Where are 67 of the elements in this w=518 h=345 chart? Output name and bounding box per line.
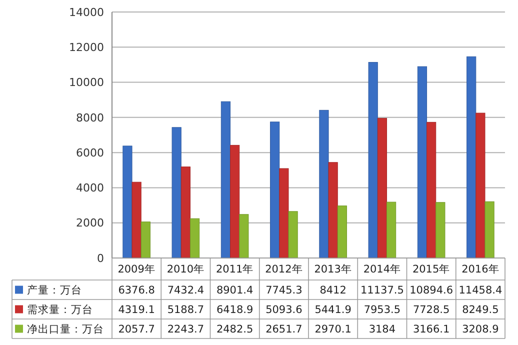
bar [230,144,240,258]
data-label: 2651.7 [266,323,302,336]
data-label: 7432.4 [167,284,204,296]
bar [288,211,298,258]
data-label: 10894.6 [410,284,454,296]
x-tick-label: 2010年 [166,264,205,276]
data-label: 2482.5 [216,323,254,336]
x-tick-label: 2016年 [462,264,500,276]
data-label: 3208.9 [462,323,499,336]
x-tick-label: 2012年 [265,264,303,276]
legend-label: 产量：万台 [27,283,82,296]
bar [190,218,200,258]
bar [319,110,329,258]
data-label: 2970.1 [314,323,352,336]
data-label: 3184 [368,323,396,336]
bar [436,202,446,258]
bar [466,56,476,258]
data-label: 11137.5 [360,284,404,296]
data-label: 2243.7 [167,323,204,336]
data-label: 8901.4 [216,284,254,296]
data-label: 6376.8 [118,284,155,296]
legend-label: 需求量：万台 [27,302,93,316]
data-label: 3166.1 [412,323,450,336]
bar [386,202,396,258]
bar [328,162,338,258]
bar [132,182,142,258]
y-tick-label: 14000 [69,6,104,19]
y-tick-label: 6000 [76,146,104,160]
data-label: 7745.3 [266,284,302,296]
bar [476,112,486,258]
data-label: 5188.7 [167,304,204,316]
y-tick-label: 8000 [76,111,104,124]
x-tick-label: 2015年 [412,264,450,276]
bar [417,66,428,258]
bar [337,206,347,258]
data-label: 2057.7 [118,323,155,336]
y-tick-label: 10000 [69,76,104,90]
y-tick-label: 12000 [69,40,104,54]
x-tick-label: 2013年 [314,264,352,276]
bar [279,168,289,258]
bar [180,166,190,258]
data-label: 8249.5 [462,304,499,316]
bar [426,122,436,258]
bar [270,122,280,258]
bar [172,127,182,258]
y-tick-label: 4000 [76,182,104,195]
bar [239,214,249,258]
data-label: 8412 [320,284,346,296]
bar [220,101,231,258]
y-tick-label: 0 [97,252,104,265]
bar [368,62,378,258]
legend-label: 净出口量：万台 [27,322,104,336]
data-label: 5441.9 [314,304,352,316]
x-tick-label: 2009年 [118,264,156,276]
data-label: 4319.1 [118,304,155,316]
data-label: 6418.9 [216,304,254,316]
bar [122,146,132,258]
data-label: 7728.5 [412,304,450,316]
bar [377,118,387,258]
data-label: 7953.5 [364,304,401,316]
data-label: 11458.4 [458,284,502,296]
bar [484,201,494,258]
x-tick-label: 2014年 [363,264,402,276]
y-tick-label: 2000 [76,216,104,230]
data-label: 5093.6 [266,304,303,316]
bar [140,222,150,258]
x-tick-label: 2011年 [216,264,254,276]
